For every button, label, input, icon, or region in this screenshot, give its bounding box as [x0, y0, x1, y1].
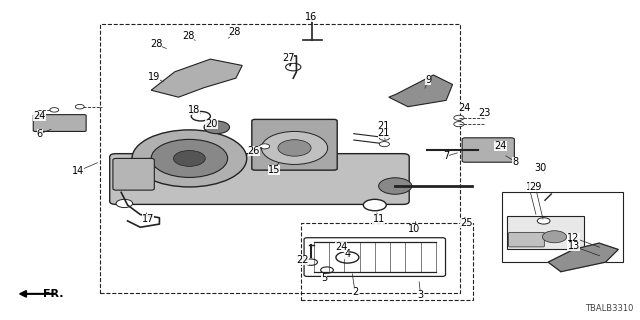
- Text: 29: 29: [529, 182, 541, 192]
- Circle shape: [380, 142, 390, 147]
- Circle shape: [261, 132, 328, 164]
- FancyBboxPatch shape: [462, 138, 515, 162]
- Text: 19: 19: [148, 72, 161, 82]
- Circle shape: [173, 150, 205, 166]
- Polygon shape: [548, 243, 618, 272]
- Text: 25: 25: [460, 218, 473, 228]
- Text: 21: 21: [378, 121, 390, 131]
- Circle shape: [278, 140, 311, 156]
- Text: 12: 12: [568, 233, 580, 243]
- Circle shape: [364, 199, 387, 211]
- FancyBboxPatch shape: [113, 158, 154, 190]
- Circle shape: [191, 111, 211, 121]
- Circle shape: [321, 267, 333, 273]
- Text: 18: 18: [188, 105, 200, 115]
- Text: TBALB3310: TBALB3310: [585, 304, 634, 313]
- FancyBboxPatch shape: [109, 154, 409, 204]
- Text: 17: 17: [142, 214, 154, 224]
- Text: 2: 2: [352, 287, 358, 297]
- Text: 30: 30: [534, 163, 547, 173]
- Circle shape: [285, 63, 301, 71]
- FancyBboxPatch shape: [33, 115, 86, 132]
- Text: 13: 13: [568, 241, 580, 251]
- Circle shape: [305, 259, 317, 265]
- Text: 3: 3: [418, 290, 424, 300]
- Text: 23: 23: [478, 108, 491, 118]
- Circle shape: [204, 121, 230, 134]
- Text: 22: 22: [296, 255, 309, 265]
- Text: 7: 7: [443, 151, 449, 161]
- Text: 24: 24: [494, 141, 506, 151]
- Circle shape: [380, 135, 390, 140]
- Circle shape: [542, 231, 566, 243]
- Circle shape: [76, 105, 84, 109]
- Text: 28: 28: [182, 31, 195, 41]
- Text: 11: 11: [372, 214, 385, 224]
- Text: 24: 24: [335, 242, 348, 252]
- Circle shape: [116, 199, 132, 208]
- Text: 15: 15: [268, 164, 280, 174]
- Polygon shape: [151, 59, 243, 97]
- Text: 24: 24: [458, 103, 470, 113]
- Text: 4: 4: [344, 249, 351, 259]
- Circle shape: [454, 122, 464, 127]
- Polygon shape: [389, 75, 452, 107]
- Text: 20: 20: [205, 118, 218, 129]
- Circle shape: [132, 130, 246, 187]
- Circle shape: [538, 218, 550, 224]
- Text: 27: 27: [282, 53, 294, 63]
- Circle shape: [336, 252, 359, 263]
- Circle shape: [259, 144, 269, 149]
- Circle shape: [454, 115, 464, 120]
- Text: FR.: FR.: [44, 289, 64, 299]
- Text: 24: 24: [33, 111, 46, 121]
- Text: 1: 1: [526, 182, 532, 192]
- Text: 8: 8: [512, 156, 518, 167]
- Text: 28: 28: [228, 28, 241, 37]
- Text: 16: 16: [305, 12, 317, 22]
- Text: 10: 10: [408, 224, 420, 234]
- Text: 21: 21: [378, 128, 390, 138]
- Text: 9: 9: [425, 75, 431, 85]
- Text: 5: 5: [321, 273, 327, 283]
- FancyBboxPatch shape: [252, 119, 337, 170]
- Circle shape: [379, 178, 412, 194]
- Text: 6: 6: [36, 129, 43, 139]
- Text: 26: 26: [248, 146, 260, 156]
- Text: 14: 14: [72, 166, 84, 176]
- FancyBboxPatch shape: [507, 216, 584, 249]
- Circle shape: [50, 108, 59, 112]
- Circle shape: [151, 140, 228, 178]
- FancyBboxPatch shape: [509, 232, 544, 247]
- Text: 28: 28: [150, 39, 163, 49]
